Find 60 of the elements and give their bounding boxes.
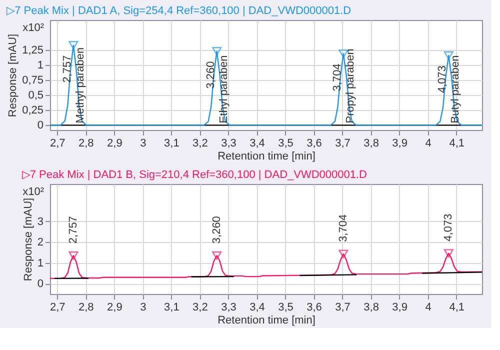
text: x10² xyxy=(22,186,44,198)
y-tick-label: 1 xyxy=(37,60,44,72)
y-tick-label: 1 xyxy=(37,257,44,270)
x-tick-label: 4,1 xyxy=(449,138,464,150)
annotation: Butyl paraben xyxy=(450,55,462,124)
x-tick-label: 2,9 xyxy=(107,138,122,150)
x-tick-label: 3,4 xyxy=(250,302,265,314)
annotation: 4,073 xyxy=(436,65,449,93)
x-tick-label: 3,6 xyxy=(306,302,322,314)
x-tick-label: 2,8 xyxy=(78,302,94,314)
annotation: 3,704 xyxy=(337,214,350,242)
y-tick-label: 1,25 xyxy=(22,44,44,57)
annotation: 3,704 xyxy=(331,64,344,92)
x-tick-label: 3,7 xyxy=(335,138,350,150)
x-tick-label: 3,7 xyxy=(335,302,350,314)
x-tick-label: 3,8 xyxy=(364,302,379,314)
x-tick-label: 4,1 xyxy=(449,302,464,314)
x-axis-title: Retention time [min] xyxy=(218,314,316,326)
x-tick-label: 2,8 xyxy=(78,138,94,150)
annotation: Methyl paraben xyxy=(74,47,86,124)
x-tick-label: 3,3 xyxy=(221,138,236,150)
x-tick-label: 3,1 xyxy=(164,302,180,314)
x-tick-label: 3 xyxy=(140,302,146,314)
x-tick-label: 3 xyxy=(140,138,146,150)
x-tick-label: 4 xyxy=(425,138,432,150)
x-tick-label: 3,1 xyxy=(164,138,180,150)
y-tick-label: 3 xyxy=(37,216,44,228)
x-tick-label: 2,7 xyxy=(50,138,66,150)
y-tick-label: 0,75 xyxy=(22,74,44,87)
x-tick-label: 3,5 xyxy=(278,302,294,314)
x-tick-label: 3,8 xyxy=(364,138,379,150)
x-tick-label: 3,9 xyxy=(392,302,408,314)
annotation: 2,757 xyxy=(67,216,80,244)
y-axis-title: Response [mAU] xyxy=(22,198,34,282)
x-tick-label: 3,3 xyxy=(221,302,236,314)
x-tick-label: 2,7 xyxy=(50,302,66,314)
x-tick-label: 4 xyxy=(425,302,432,314)
y-tick-label: 0 xyxy=(37,120,44,132)
x-tick-label: 3,5 xyxy=(278,138,294,150)
x-axis-title: Retention time [min] xyxy=(218,150,316,162)
chart-title: ▷7 Peak Mix | DAD1 A, Sig=254,4 Ref=360,100 | DAD_VWD000001.D xyxy=(6,5,352,17)
x-tick-label: 3,9 xyxy=(392,138,408,150)
x-tick-label: 2,9 xyxy=(107,302,122,314)
x-tick-label: 3,2 xyxy=(192,138,208,150)
annotation: 2,757 xyxy=(61,55,74,83)
annotation: 4,073 xyxy=(442,214,455,242)
x-tick-label: 3,2 xyxy=(192,302,208,314)
annotation: 3,260 xyxy=(210,216,223,244)
chart-title: ▷7 Peak Mix | DAD1 B, Sig=210,4 Ref=360,100 | DAD_VWD000001.D xyxy=(22,169,368,181)
x-tick-label: 3,6 xyxy=(306,138,322,150)
y-tick-label: 0,25 xyxy=(22,104,44,117)
x-tick-label: 3,4 xyxy=(250,138,265,150)
y-tick-label: 0,5 xyxy=(28,90,44,102)
annotation: Propyl paraben xyxy=(344,48,356,124)
annotation: Ethyl paraben xyxy=(218,55,230,124)
y-tick-label: 0 xyxy=(37,278,44,290)
y-axis-title: Response [mAU] xyxy=(7,34,20,118)
text: x10² xyxy=(22,22,44,34)
annotation: 3,260 xyxy=(204,61,217,89)
y-tick-label: 2 xyxy=(37,236,44,249)
